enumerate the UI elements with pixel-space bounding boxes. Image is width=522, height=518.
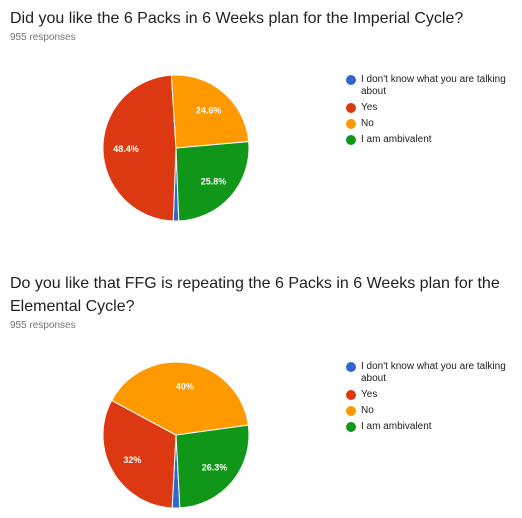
chart-title: Do you like that FFG is repeating the 6 … (10, 275, 500, 315)
legend-item-i-don-t-know-what-you-are-talking-about[interactable]: I don't know what you are talking about (344, 74, 519, 98)
pie-label-no: 24.6% (196, 106, 222, 116)
legend-swatch (346, 406, 356, 416)
legend-label: I don't know what you are talking about (361, 361, 506, 384)
legend-label: Yes (361, 102, 378, 113)
chart-title: Did you like the 6 Packs in 6 Weeks plan… (10, 10, 464, 27)
legend-swatch (346, 75, 356, 85)
legend-label: No (361, 405, 374, 416)
legend-label: Yes (361, 389, 378, 400)
legend-item-no[interactable]: No (344, 405, 519, 417)
legend-swatch (346, 135, 356, 145)
pie-slice-no[interactable] (170, 74, 250, 149)
pie-chart[interactable]: 48.4% 24.6% 25.8% (100, 72, 252, 224)
pie-slice-yes[interactable] (102, 74, 177, 222)
legend-label: I don't know what you are talking about (361, 74, 506, 97)
legend-item-i-am-ambivalent[interactable]: I am ambivalent (344, 421, 519, 433)
pie-label-yes: 48.4% (113, 144, 139, 154)
pie-label-yes: 32% (123, 455, 141, 465)
pie-label-no: 40% (176, 381, 194, 391)
chart-block-elemental: Do you like that FFG is repeating the 6 … (0, 260, 522, 518)
legend-swatch (346, 362, 356, 372)
pie-label-i-am-ambivalent: 25.8% (201, 177, 227, 187)
pie-slice-no[interactable] (111, 361, 249, 436)
response-count: 955 responses (10, 320, 76, 331)
legend-item-i-am-ambivalent[interactable]: I am ambivalent (344, 134, 519, 146)
response-count: 955 responses (10, 32, 76, 43)
legend-swatch (346, 422, 356, 432)
legend-item-i-don-t-know-what-you-are-talking-about[interactable]: I don't know what you are talking about (344, 361, 519, 385)
pie-slice-i-am-ambivalent[interactable] (175, 424, 250, 509)
legend-label: I am ambivalent (361, 421, 432, 432)
legend-swatch (346, 119, 356, 129)
legend-swatch (346, 390, 356, 400)
legend: I don't know what you are talking about Y… (344, 74, 519, 150)
legend-label: I am ambivalent (361, 134, 432, 145)
legend-label: No (361, 118, 374, 129)
legend-item-yes[interactable]: Yes (344, 389, 519, 401)
pie-chart[interactable]: 32% 40% 26.3% (100, 359, 252, 511)
legend-item-yes[interactable]: Yes (344, 102, 519, 114)
pie-slice-i-am-ambivalent[interactable] (175, 141, 250, 222)
pie-slice-yes[interactable] (102, 399, 177, 509)
pie-label-i-am-ambivalent: 26.3% (202, 462, 228, 472)
legend-item-no[interactable]: No (344, 118, 519, 130)
legend: I don't know what you are talking about Y… (344, 361, 519, 437)
chart-block-imperial: Did you like the 6 Packs in 6 Weeks plan… (10, 10, 519, 224)
legend-swatch (346, 103, 356, 113)
